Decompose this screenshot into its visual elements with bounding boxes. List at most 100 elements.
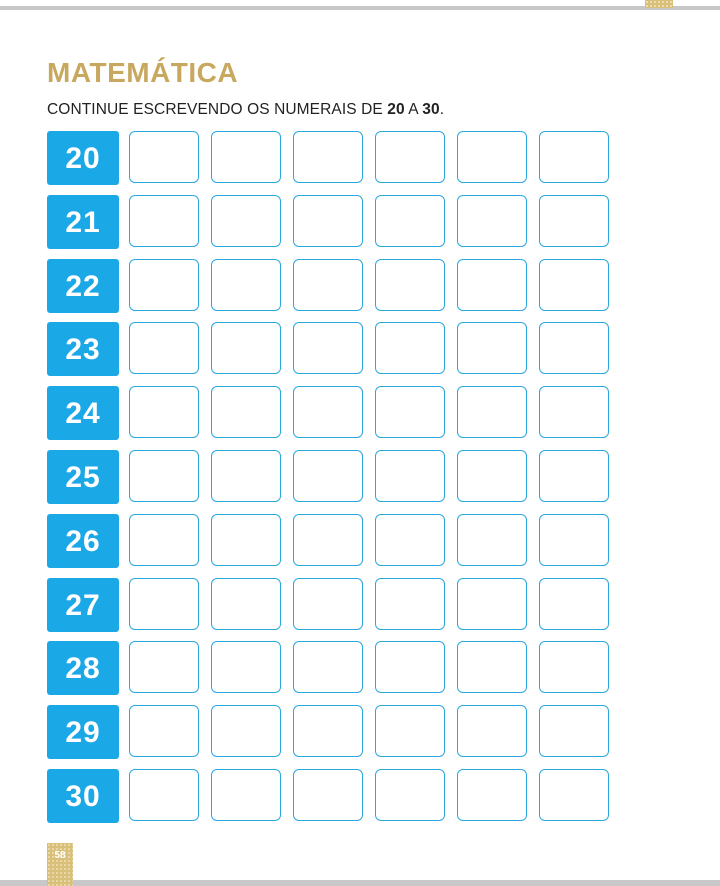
- exercise-row: 30: [47, 769, 613, 823]
- answer-box[interactable]: [129, 386, 199, 438]
- top-decorative-tab: [645, 0, 673, 8]
- number-tile: 21: [47, 195, 119, 249]
- answer-box[interactable]: [293, 578, 363, 630]
- answer-box[interactable]: [375, 131, 445, 183]
- instruction-from-number: 20: [387, 101, 405, 118]
- answer-box[interactable]: [375, 578, 445, 630]
- answer-box[interactable]: [457, 641, 527, 693]
- answer-box[interactable]: [457, 769, 527, 821]
- answer-box[interactable]: [211, 259, 281, 311]
- number-tile: 22: [47, 259, 119, 313]
- answer-box[interactable]: [129, 514, 199, 566]
- answer-box[interactable]: [375, 705, 445, 757]
- answer-box[interactable]: [375, 322, 445, 374]
- answer-box[interactable]: [539, 131, 609, 183]
- page-number-tab: [47, 843, 73, 886]
- exercise-row: 21: [47, 195, 613, 249]
- answer-box[interactable]: [457, 195, 527, 247]
- number-tile: 29: [47, 705, 119, 759]
- answer-box[interactable]: [457, 386, 527, 438]
- answer-box[interactable]: [539, 705, 609, 757]
- answer-box[interactable]: [211, 386, 281, 438]
- answer-box[interactable]: [539, 259, 609, 311]
- answer-box[interactable]: [457, 131, 527, 183]
- answer-box[interactable]: [293, 195, 363, 247]
- answer-box[interactable]: [293, 131, 363, 183]
- answer-box[interactable]: [211, 705, 281, 757]
- answer-box[interactable]: [129, 450, 199, 502]
- answer-box[interactable]: [129, 259, 199, 311]
- answer-box[interactable]: [539, 769, 609, 821]
- exercise-row: 22: [47, 259, 613, 313]
- exercise-row: 25: [47, 450, 613, 504]
- exercise-row: 24: [47, 386, 613, 440]
- answer-box[interactable]: [457, 322, 527, 374]
- number-tile: 25: [47, 450, 119, 504]
- answer-box[interactable]: [539, 450, 609, 502]
- answer-box[interactable]: [211, 322, 281, 374]
- answer-box[interactable]: [293, 641, 363, 693]
- answer-box[interactable]: [293, 769, 363, 821]
- answer-box[interactable]: [129, 641, 199, 693]
- answer-box[interactable]: [211, 641, 281, 693]
- answer-box[interactable]: [293, 322, 363, 374]
- instruction-suffix: .: [439, 101, 445, 118]
- answer-box[interactable]: [375, 386, 445, 438]
- answer-box[interactable]: [129, 705, 199, 757]
- answer-box[interactable]: [457, 705, 527, 757]
- exercise-row: 23: [47, 322, 613, 376]
- answer-box[interactable]: [129, 195, 199, 247]
- number-tile: 26: [47, 514, 119, 568]
- answer-box[interactable]: [457, 578, 527, 630]
- answer-box[interactable]: [211, 450, 281, 502]
- answer-box[interactable]: [211, 131, 281, 183]
- page-number: 58: [54, 850, 66, 861]
- answer-box[interactable]: [211, 195, 281, 247]
- answer-box[interactable]: [539, 195, 609, 247]
- exercise-row: 27: [47, 578, 613, 632]
- number-tile: 30: [47, 769, 119, 823]
- answer-box[interactable]: [539, 641, 609, 693]
- answer-box[interactable]: [129, 131, 199, 183]
- number-tile: 27: [47, 578, 119, 632]
- bottom-rule: [0, 880, 720, 886]
- answer-box[interactable]: [457, 259, 527, 311]
- instruction-middle: A: [404, 101, 423, 118]
- answer-box[interactable]: [457, 514, 527, 566]
- answer-box[interactable]: [129, 578, 199, 630]
- instruction-text: CONTINUE ESCREVENDO OS NUMERAIS DE 20 A …: [47, 100, 444, 120]
- answer-box[interactable]: [293, 259, 363, 311]
- number-tile: 24: [47, 386, 119, 440]
- answer-box[interactable]: [211, 769, 281, 821]
- number-tile: 28: [47, 641, 119, 695]
- answer-box[interactable]: [539, 514, 609, 566]
- answer-box[interactable]: [539, 578, 609, 630]
- answer-box[interactable]: [293, 386, 363, 438]
- instruction-to-number: 30: [422, 101, 440, 118]
- exercise-row: 20: [47, 131, 613, 185]
- answer-box[interactable]: [375, 195, 445, 247]
- number-tile: 23: [47, 322, 119, 376]
- answer-box[interactable]: [293, 514, 363, 566]
- exercise-row: 29: [47, 705, 613, 759]
- answer-box[interactable]: [129, 769, 199, 821]
- answer-box[interactable]: [375, 450, 445, 502]
- answer-box[interactable]: [375, 769, 445, 821]
- exercise-row: 26: [47, 514, 613, 568]
- answer-box[interactable]: [293, 450, 363, 502]
- answer-box[interactable]: [539, 322, 609, 374]
- answer-box[interactable]: [129, 322, 199, 374]
- answer-box[interactable]: [457, 450, 527, 502]
- instruction-prefix: CONTINUE ESCREVENDO OS NUMERAIS DE: [47, 101, 388, 118]
- answer-box[interactable]: [375, 514, 445, 566]
- top-rule: [0, 6, 720, 10]
- answer-box[interactable]: [375, 641, 445, 693]
- number-tile: 20: [47, 131, 119, 185]
- answer-box[interactable]: [539, 386, 609, 438]
- answer-box[interactable]: [293, 705, 363, 757]
- answer-box[interactable]: [211, 514, 281, 566]
- page-title: MATEMÁTICA: [47, 57, 239, 88]
- answer-box[interactable]: [375, 259, 445, 311]
- answer-box[interactable]: [211, 578, 281, 630]
- exercise-row: 28: [47, 641, 613, 695]
